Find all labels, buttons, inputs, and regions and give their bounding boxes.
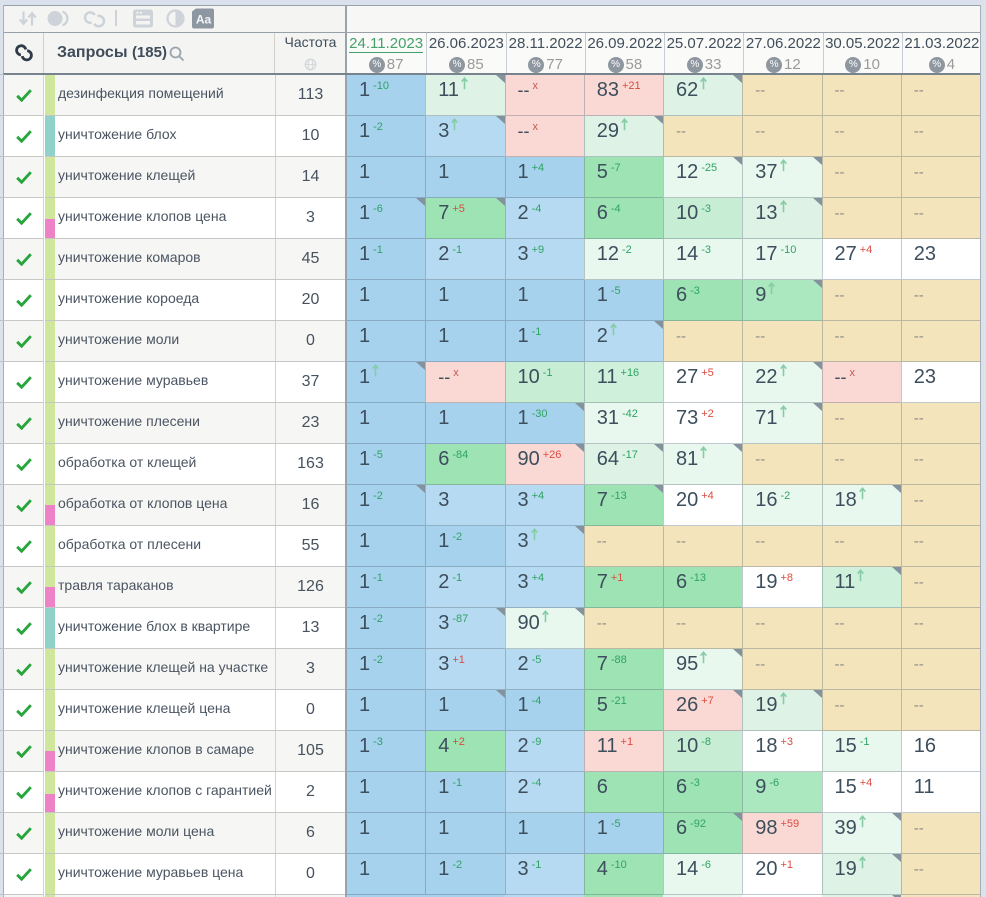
- svg-text:Aa: Aa: [196, 13, 212, 27]
